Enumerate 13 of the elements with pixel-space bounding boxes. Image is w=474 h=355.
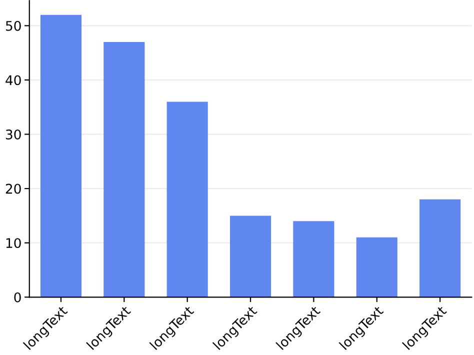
bar — [293, 221, 334, 298]
bar — [40, 14, 82, 298]
bar — [230, 216, 272, 298]
y-tick-label: 50 — [6, 20, 21, 31]
y-tick-label: 20 — [6, 184, 21, 194]
bar — [420, 199, 461, 298]
bar — [104, 42, 145, 298]
bar — [356, 237, 398, 298]
bar — [166, 102, 208, 298]
y-tick-label: 0 — [14, 292, 21, 302]
y-tick-label: 30 — [6, 129, 21, 140]
y-tick-label: 40 — [6, 75, 21, 86]
y-tick-label: 10 — [6, 238, 21, 248]
